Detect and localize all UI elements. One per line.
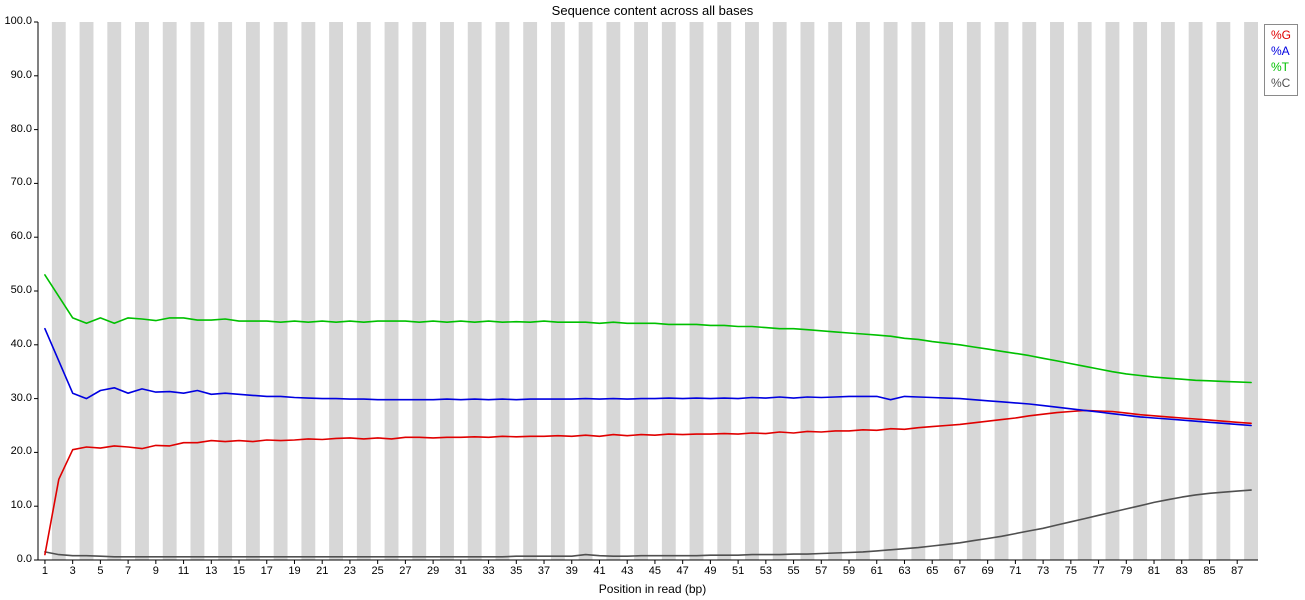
x-tick-label: 29 <box>427 565 439 577</box>
x-tick-label: 9 <box>153 565 159 577</box>
x-tick-label: 45 <box>649 565 661 577</box>
x-tick-label: 79 <box>1120 565 1132 577</box>
y-tick-label: 30.0 <box>0 392 32 404</box>
y-tick-label: 60.0 <box>0 230 32 242</box>
x-tick-label: 51 <box>732 565 744 577</box>
x-tick-label: 35 <box>510 565 522 577</box>
x-tick-label: 87 <box>1231 565 1243 577</box>
x-tick-label: 43 <box>621 565 633 577</box>
x-tick-label: 53 <box>760 565 772 577</box>
x-tick-label: 17 <box>261 565 273 577</box>
x-tick-label: 41 <box>593 565 605 577</box>
x-tick-label: 15 <box>233 565 245 577</box>
x-tick-label: 81 <box>1148 565 1160 577</box>
legend-item: %C <box>1271 75 1291 91</box>
x-tick-label: 25 <box>372 565 384 577</box>
legend: %G%A%T%C <box>1264 24 1298 96</box>
y-tick-label: 20.0 <box>0 445 32 457</box>
y-tick-label: 0.0 <box>0 553 32 565</box>
x-tick-label: 85 <box>1203 565 1215 577</box>
x-tick-label: 31 <box>455 565 467 577</box>
x-tick-label: 39 <box>566 565 578 577</box>
x-tick-label: 73 <box>1037 565 1049 577</box>
x-tick-label: 7 <box>125 565 131 577</box>
x-tick-label: 83 <box>1176 565 1188 577</box>
chart-container: { "title": "Sequence content across all … <box>0 0 1305 600</box>
y-tick-label: 40.0 <box>0 338 32 350</box>
legend-item: %A <box>1271 43 1291 59</box>
x-tick-label: 63 <box>898 565 910 577</box>
x-tick-label: 75 <box>1065 565 1077 577</box>
legend-item: %T <box>1271 59 1291 75</box>
legend-item: %G <box>1271 27 1291 43</box>
x-tick-label: 65 <box>926 565 938 577</box>
x-tick-label: 77 <box>1092 565 1104 577</box>
x-tick-label: 5 <box>97 565 103 577</box>
x-tick-label: 67 <box>954 565 966 577</box>
plot-area <box>0 0 1305 600</box>
x-tick-label: 59 <box>843 565 855 577</box>
x-tick-label: 55 <box>787 565 799 577</box>
x-tick-label: 1 <box>42 565 48 577</box>
x-tick-label: 71 <box>1009 565 1021 577</box>
y-tick-label: 10.0 <box>0 499 32 511</box>
x-tick-label: 11 <box>178 565 189 577</box>
y-tick-label: 80.0 <box>0 123 32 135</box>
x-tick-label: 49 <box>704 565 716 577</box>
y-tick-label: 90.0 <box>0 69 32 81</box>
x-tick-label: 23 <box>344 565 356 577</box>
x-tick-label: 69 <box>982 565 994 577</box>
x-tick-label: 47 <box>677 565 689 577</box>
x-tick-label: 57 <box>815 565 827 577</box>
x-tick-label: 61 <box>871 565 883 577</box>
y-tick-label: 70.0 <box>0 176 32 188</box>
y-tick-label: 50.0 <box>0 284 32 296</box>
x-tick-label: 21 <box>316 565 328 577</box>
x-tick-label: 33 <box>482 565 494 577</box>
x-tick-label: 19 <box>288 565 300 577</box>
x-tick-label: 37 <box>538 565 550 577</box>
x-tick-label: 27 <box>399 565 411 577</box>
x-tick-label: 13 <box>205 565 217 577</box>
x-tick-label: 3 <box>70 565 76 577</box>
y-tick-label: 100.0 <box>0 15 32 27</box>
